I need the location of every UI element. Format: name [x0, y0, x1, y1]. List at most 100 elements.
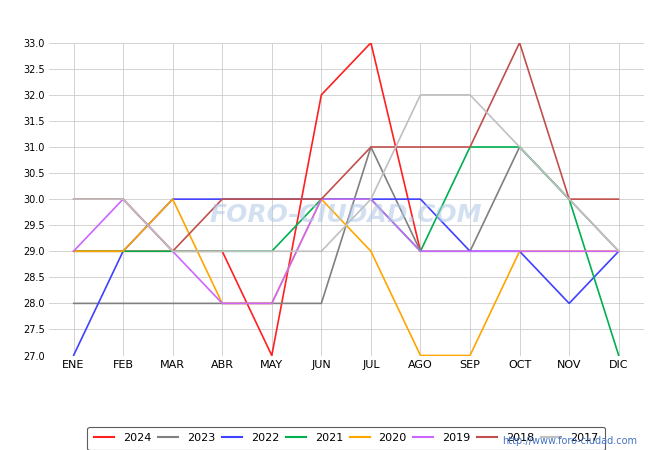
2018	[515, 40, 523, 45]
2020	[466, 353, 474, 358]
2018	[566, 197, 573, 202]
2023	[515, 144, 523, 150]
2024	[119, 248, 127, 254]
2022	[119, 248, 127, 254]
2020	[70, 248, 77, 254]
2022	[615, 248, 623, 254]
2020	[268, 301, 276, 306]
2017	[317, 248, 325, 254]
2018	[615, 197, 623, 202]
2018	[218, 197, 226, 202]
Text: FORO-CIUDAD.COM: FORO-CIUDAD.COM	[210, 203, 482, 227]
2021	[218, 248, 226, 254]
2017	[417, 92, 424, 98]
Line: 2020: 2020	[73, 199, 619, 356]
2019	[566, 248, 573, 254]
Text: Afiliados en Muñico a 31/8/2024: Afiliados en Muñico a 31/8/2024	[192, 9, 458, 27]
2018	[317, 197, 325, 202]
2021	[615, 353, 623, 358]
2021	[70, 248, 77, 254]
2024	[367, 40, 375, 45]
2018	[70, 197, 77, 202]
2019	[417, 248, 424, 254]
2021	[566, 197, 573, 202]
Line: 2024: 2024	[73, 43, 421, 356]
2021	[466, 144, 474, 150]
2022	[417, 197, 424, 202]
2022	[566, 301, 573, 306]
2019	[515, 248, 523, 254]
2019	[169, 248, 177, 254]
2022	[317, 197, 325, 202]
2017	[169, 248, 177, 254]
2021	[317, 197, 325, 202]
2023	[169, 301, 177, 306]
2023	[119, 301, 127, 306]
2017	[268, 248, 276, 254]
2023	[317, 301, 325, 306]
2023	[566, 197, 573, 202]
2019	[466, 248, 474, 254]
2017	[367, 197, 375, 202]
2023	[367, 144, 375, 150]
2021	[169, 248, 177, 254]
2018	[119, 197, 127, 202]
2023	[615, 248, 623, 254]
2017	[515, 144, 523, 150]
2019	[70, 248, 77, 254]
2021	[367, 197, 375, 202]
2017	[615, 248, 623, 254]
2021	[119, 248, 127, 254]
2021	[268, 248, 276, 254]
2018	[466, 144, 474, 150]
2020	[515, 248, 523, 254]
2020	[169, 197, 177, 202]
2022	[218, 197, 226, 202]
2018	[169, 248, 177, 254]
2023	[70, 301, 77, 306]
2020	[367, 248, 375, 254]
2021	[515, 144, 523, 150]
2020	[417, 353, 424, 358]
Line: 2022: 2022	[73, 199, 619, 356]
2018	[417, 144, 424, 150]
2024	[70, 248, 77, 254]
2017	[218, 248, 226, 254]
2022	[515, 248, 523, 254]
2019	[317, 197, 325, 202]
2024	[317, 92, 325, 98]
2019	[218, 301, 226, 306]
2023	[218, 301, 226, 306]
2017	[466, 92, 474, 98]
2021	[417, 248, 424, 254]
2020	[119, 248, 127, 254]
2017	[70, 197, 77, 202]
2023	[268, 301, 276, 306]
Line: 2018: 2018	[73, 43, 619, 251]
2019	[268, 301, 276, 306]
Line: 2017: 2017	[73, 95, 619, 251]
2024	[417, 248, 424, 254]
2020	[566, 248, 573, 254]
2019	[615, 248, 623, 254]
2019	[119, 197, 127, 202]
2017	[566, 197, 573, 202]
2024	[268, 353, 276, 358]
Legend: 2024, 2023, 2022, 2021, 2020, 2019, 2018, 2017: 2024, 2023, 2022, 2021, 2020, 2019, 2018…	[88, 427, 604, 450]
2022	[367, 197, 375, 202]
2020	[218, 301, 226, 306]
Text: http://www.foro-ciudad.com: http://www.foro-ciudad.com	[502, 436, 637, 446]
2024	[169, 248, 177, 254]
2018	[367, 144, 375, 150]
2020	[317, 197, 325, 202]
Line: 2023: 2023	[73, 147, 619, 303]
Line: 2021: 2021	[73, 147, 619, 356]
2024	[218, 248, 226, 254]
Line: 2019: 2019	[73, 199, 619, 303]
2022	[466, 248, 474, 254]
2023	[417, 248, 424, 254]
2019	[367, 197, 375, 202]
2022	[70, 353, 77, 358]
2022	[268, 197, 276, 202]
2023	[466, 248, 474, 254]
